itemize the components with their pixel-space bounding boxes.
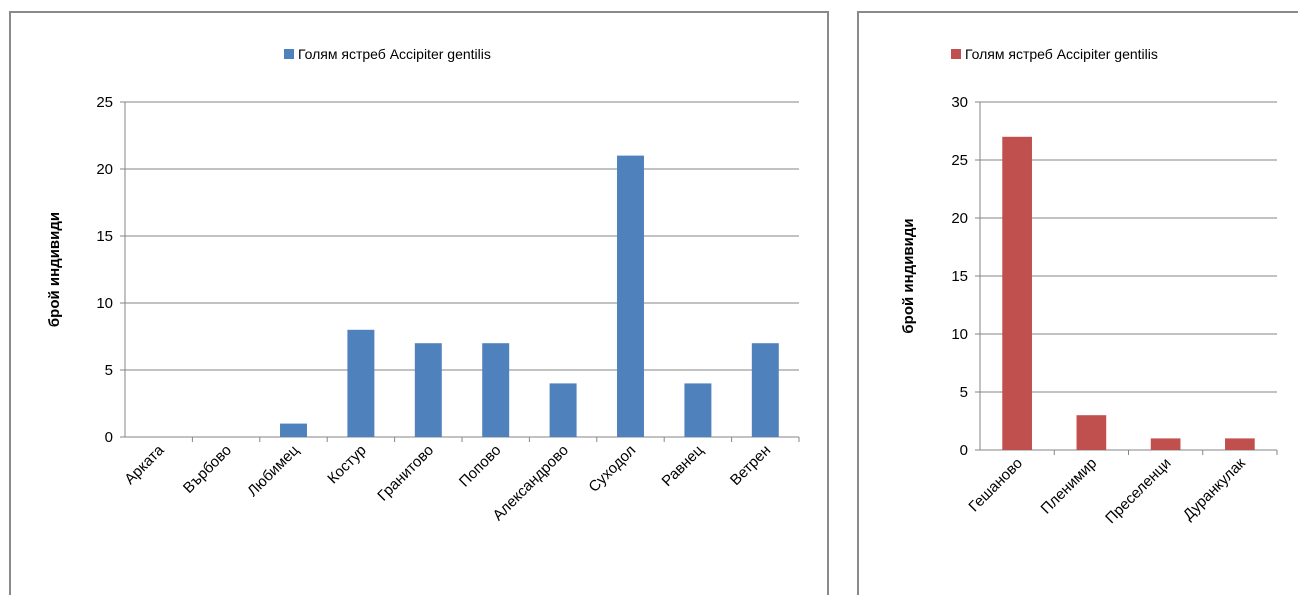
x-tick-label: Гешаново bbox=[965, 455, 1026, 516]
y-tick-label: 20 bbox=[96, 161, 113, 178]
y-tick-label: 15 bbox=[951, 268, 968, 285]
y-tick-label: 25 bbox=[951, 152, 968, 169]
y-tick-label: 0 bbox=[105, 429, 113, 446]
x-tick-label: Гранитово bbox=[374, 442, 437, 505]
x-tick-label: Преселенци bbox=[1102, 455, 1174, 527]
x-tick-label: Дуранкулак bbox=[1180, 455, 1249, 524]
bar-Суходол bbox=[617, 155, 644, 437]
bar-Ветрен bbox=[751, 343, 779, 437]
y-tick-label: 20 bbox=[951, 210, 968, 227]
y-tick-label: 15 bbox=[96, 228, 113, 245]
y-tick-label: 5 bbox=[105, 362, 113, 379]
bar-chart-left: Голям ястреб Accipiter gentilis 0 5 10 15 20 2… bbox=[46, 46, 800, 524]
y-tick-label: 10 bbox=[96, 295, 113, 312]
y-tick-label: 10 bbox=[951, 326, 968, 343]
x-tick-label: Равнец bbox=[659, 442, 707, 490]
x-tick-label: Любимец bbox=[244, 442, 302, 500]
bar-Костур bbox=[347, 329, 375, 437]
y-axis-title: брой индивиди bbox=[46, 212, 63, 327]
bar-Любимец bbox=[280, 423, 307, 437]
bar-Попово bbox=[482, 343, 510, 437]
bar-Гешаново bbox=[1002, 136, 1032, 451]
bar-chart-right: Голям ястреб Accipiter gentilis 0 5 10 15 20 2… bbox=[900, 46, 1278, 527]
x-tick-label: Арката bbox=[121, 441, 168, 488]
bar-Александрово bbox=[549, 383, 577, 437]
bar-Гранитово bbox=[414, 343, 442, 437]
chart-panel-right: Голям ястреб Accipiter gentilis 0 5 10 15 20 2… bbox=[857, 11, 1298, 595]
legend-swatch bbox=[284, 49, 294, 59]
legend-swatch bbox=[951, 49, 961, 59]
bar-Пленимир bbox=[1076, 415, 1107, 450]
y-tick-label: 30 bbox=[951, 94, 968, 111]
y-tick-label: 25 bbox=[96, 94, 113, 111]
x-tick-label: Ветрен bbox=[727, 442, 774, 489]
bar-Равнец bbox=[684, 383, 712, 437]
bar-Дуранкулак bbox=[1225, 438, 1255, 450]
chart-panel-left: Голям ястреб Accipiter gentilis 0 5 10 15 20 2… bbox=[9, 11, 829, 595]
bar-Преселенци bbox=[1150, 438, 1181, 450]
x-tick-label: Суходол bbox=[585, 442, 639, 496]
legend-label: Голям ястреб Accipiter gentilis bbox=[298, 46, 491, 62]
x-tick-label: Върбово bbox=[180, 442, 235, 497]
x-tick-label: Пленимир bbox=[1038, 455, 1101, 518]
x-tick-label: Попово bbox=[456, 442, 505, 491]
x-tick-label: Костур bbox=[324, 442, 369, 487]
y-axis-title: брой индивиди bbox=[900, 218, 917, 333]
legend-label: Голям ястреб Accipiter gentilis bbox=[965, 46, 1158, 62]
y-tick-label: 5 bbox=[960, 384, 968, 401]
y-tick-label: 0 bbox=[960, 442, 968, 459]
